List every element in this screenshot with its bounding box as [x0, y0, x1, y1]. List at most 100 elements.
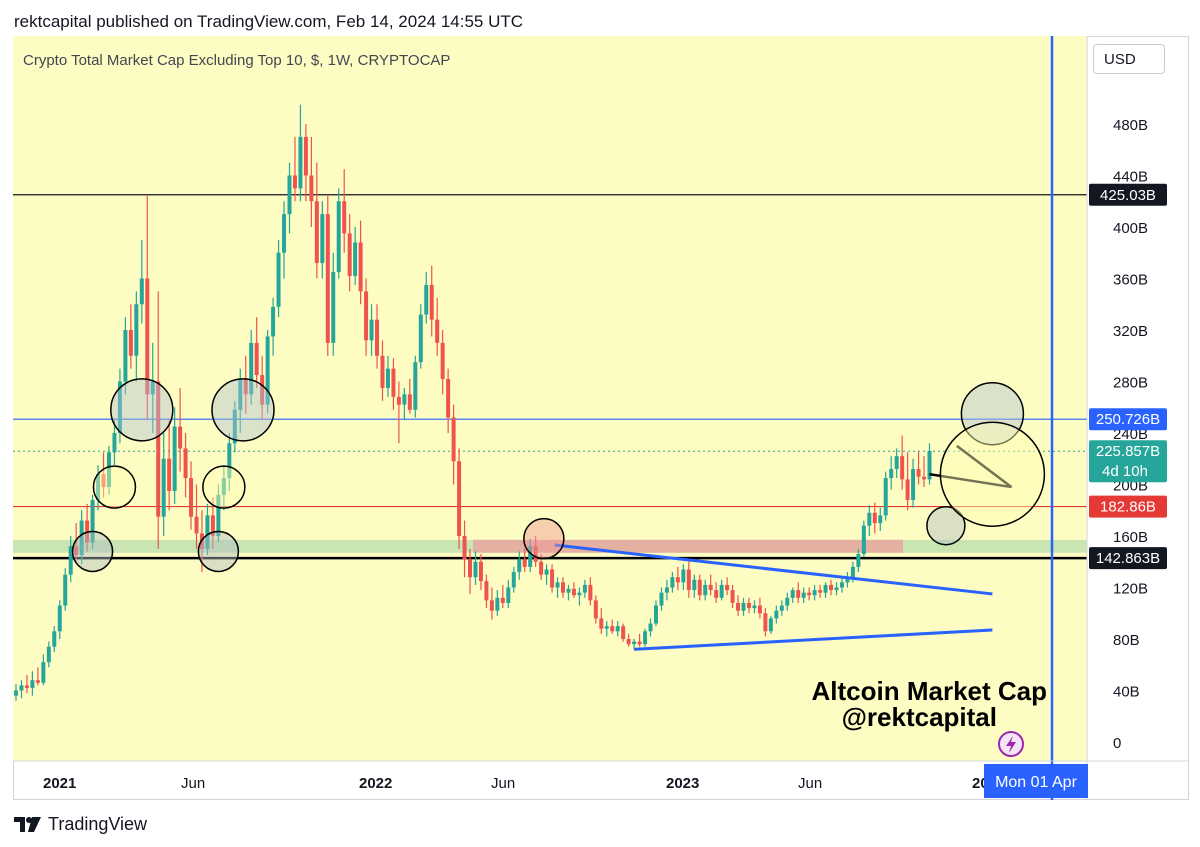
svg-text:4d 10h: 4d 10h: [1102, 463, 1148, 480]
candle: [489, 587, 494, 620]
price-label: 425.03B: [1089, 183, 1167, 206]
price-label: 225.857B 4d 10h: [1089, 440, 1167, 483]
candle: [227, 433, 232, 491]
candle: [424, 272, 429, 324]
candle: [325, 194, 330, 356]
y-tick-label: 160B: [1113, 529, 1148, 546]
candle: [807, 587, 812, 601]
x-tick-label: Jun: [798, 775, 822, 792]
candle: [741, 597, 746, 616]
chart-title: Crypto Total Market Cap Excluding Top 10…: [23, 52, 450, 69]
candle: [916, 451, 921, 485]
marker-circle: [197, 530, 240, 573]
candle: [653, 600, 658, 627]
candle: [533, 536, 538, 567]
candle: [566, 584, 571, 601]
x-tick-label: 2021: [43, 775, 76, 792]
candle: [112, 420, 117, 466]
candle: [265, 330, 270, 414]
candle: [106, 445, 111, 495]
candlestick-chart[interactable]: Crypto Total Market Cap Excluding Top 10…: [13, 36, 1189, 800]
candle: [818, 584, 823, 598]
candle: [216, 484, 221, 543]
candle: [922, 456, 927, 488]
candle: [57, 600, 62, 639]
y-tick-label: 120B: [1113, 581, 1148, 598]
candle: [796, 582, 801, 603]
candle: [243, 355, 248, 414]
candle: [473, 551, 478, 585]
candle: [292, 136, 297, 202]
candle: [385, 355, 390, 397]
candle: [336, 188, 341, 279]
marker-circle: [92, 465, 137, 509]
candle: [774, 605, 779, 624]
candle: [500, 584, 505, 609]
candle: [396, 381, 401, 444]
candle: [342, 169, 347, 253]
candle: [582, 579, 587, 598]
candle: [79, 510, 84, 565]
crosshair-time-text: Mon 01 Apr: [995, 774, 1078, 791]
marker-circle: [939, 421, 1046, 527]
candle: [626, 633, 631, 647]
currency-button[interactable]: USD: [1093, 44, 1165, 74]
candle: [46, 641, 51, 668]
candle: [878, 507, 883, 531]
y-tick-label: 0: [1113, 735, 1121, 752]
candle: [90, 494, 95, 549]
candle: [692, 574, 697, 598]
candle: [664, 579, 669, 601]
candle: [74, 523, 79, 562]
candle: [801, 587, 806, 603]
price-label: 182.86B: [1089, 495, 1167, 518]
candle: [156, 291, 161, 549]
footer-brand: TradingView: [48, 813, 148, 834]
candle: [314, 162, 319, 279]
candle: [271, 297, 276, 356]
candle: [703, 579, 708, 601]
candle: [353, 227, 358, 285]
candle: [610, 619, 615, 634]
candle: [210, 497, 215, 549]
candle: [282, 201, 287, 279]
candle: [528, 538, 533, 573]
candle: [205, 503, 210, 556]
candle: [675, 566, 680, 591]
candle: [911, 458, 916, 508]
svg-text:225.857B: 225.857B: [1096, 443, 1160, 460]
candle: [621, 623, 626, 642]
x-tick-label: Jun: [181, 775, 205, 792]
candle: [276, 239, 281, 318]
candle: [468, 548, 473, 594]
marker-circle: [110, 378, 174, 442]
y-tick-label: 320B: [1113, 323, 1148, 340]
lightning-icon[interactable]: [998, 731, 1024, 757]
y-tick-label: 80B: [1113, 632, 1140, 649]
candle: [577, 587, 582, 606]
candle: [867, 505, 872, 536]
candle: [746, 597, 751, 614]
marker-circle: [71, 530, 114, 573]
candle: [52, 626, 57, 652]
candle: [511, 566, 516, 593]
candle: [63, 568, 68, 611]
candle: [150, 342, 155, 433]
candle: [145, 194, 150, 421]
candle: [861, 520, 866, 557]
candle: [418, 304, 423, 369]
candle: [172, 407, 177, 504]
candle: [506, 579, 511, 609]
pennant-upper-line: [956, 444, 1013, 489]
lower-trendline: [634, 628, 993, 651]
watermark-line-2: @rektcapital: [842, 702, 997, 732]
candle: [845, 572, 850, 588]
candle: [648, 618, 653, 637]
y-tick-label: 400B: [1113, 220, 1148, 237]
candle: [232, 400, 237, 453]
candle: [829, 579, 834, 596]
marker-circle: [202, 465, 246, 509]
candle: [561, 577, 565, 598]
candle: [643, 628, 648, 647]
candle: [599, 608, 604, 634]
